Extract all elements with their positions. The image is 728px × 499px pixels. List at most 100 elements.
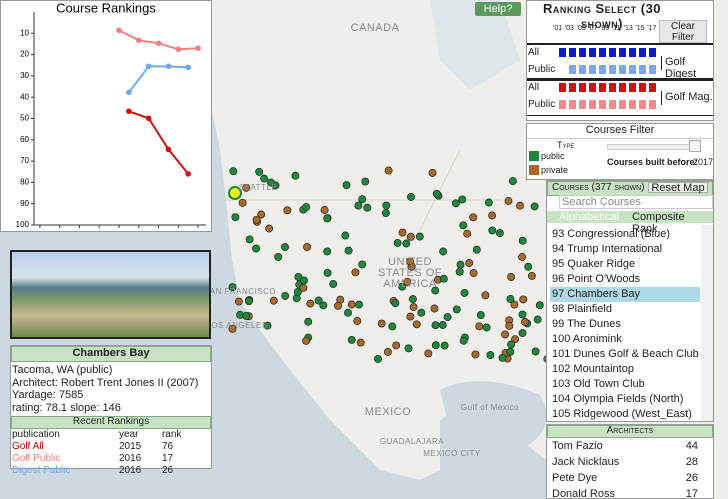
course-dot[interactable] (506, 347, 515, 356)
course-dot[interactable] (303, 242, 312, 251)
ranking-toggle[interactable] (569, 65, 576, 74)
course-dot[interactable] (432, 189, 441, 198)
course-dot[interactable] (323, 268, 332, 277)
course-dot[interactable] (505, 321, 514, 330)
architect-item[interactable]: Jack Nicklaus 28 (550, 454, 698, 470)
ranking-toggle[interactable] (609, 48, 616, 57)
course-dot[interactable] (469, 269, 478, 278)
course-item[interactable]: 94 Trump International (552, 243, 663, 255)
course-dot[interactable] (533, 315, 542, 324)
course-dot[interactable] (257, 210, 266, 219)
course-dot[interactable] (488, 211, 497, 220)
year-slider[interactable] (607, 144, 699, 150)
course-item[interactable]: 103 Old Town Club (552, 378, 645, 390)
course-dot[interactable] (381, 209, 390, 218)
ranking-toggle[interactable] (599, 83, 606, 92)
course-dot[interactable] (524, 262, 533, 271)
course-item[interactable]: 93 Congressional (Blue) (552, 228, 671, 240)
course-dot[interactable] (384, 166, 393, 175)
course-dot[interactable] (518, 310, 527, 319)
course-dot[interactable] (465, 259, 474, 267)
ranking-toggle[interactable] (589, 65, 596, 74)
selected-course-dot[interactable] (228, 186, 242, 200)
course-dot[interactable] (455, 267, 464, 276)
course-dot[interactable] (229, 167, 238, 176)
course-dot[interactable] (452, 305, 461, 314)
course-dot[interactable] (374, 354, 382, 363)
ranking-toggle[interactable] (559, 48, 566, 57)
course-dot[interactable] (412, 320, 421, 329)
course-dot[interactable] (269, 296, 278, 305)
course-dot[interactable] (323, 247, 332, 256)
ranking-toggle[interactable] (579, 48, 586, 57)
course-dot[interactable] (482, 323, 491, 332)
course-dot[interactable] (498, 353, 507, 362)
course-item[interactable]: 102 Mountaintop (552, 363, 634, 375)
ranking-toggle[interactable] (609, 100, 616, 109)
ranking-toggle[interactable] (649, 83, 656, 92)
course-item[interactable]: 95 Quaker Ridge (552, 258, 636, 270)
ranking-toggle[interactable] (559, 83, 566, 92)
ranking-toggle[interactable] (619, 48, 626, 57)
sort-composite[interactable]: Composite Rank (632, 211, 685, 235)
course-dot[interactable] (459, 336, 468, 345)
course-dot[interactable] (451, 199, 460, 208)
ranking-toggle[interactable] (579, 100, 586, 109)
search-input[interactable]: Search Courses (559, 195, 713, 209)
course-dot[interactable] (363, 203, 372, 212)
ranking-toggle[interactable] (629, 48, 636, 57)
course-dot[interactable] (508, 177, 517, 186)
course-dot[interactable] (440, 341, 449, 350)
course-dot[interactable] (263, 321, 272, 330)
course-dot[interactable] (267, 178, 275, 187)
course-dot[interactable] (283, 206, 292, 215)
ranking-toggle[interactable] (589, 48, 596, 57)
ranking-toggle[interactable] (569, 100, 576, 109)
course-dot[interactable] (402, 239, 411, 248)
course-dot[interactable] (281, 243, 289, 252)
ranking-toggle[interactable] (599, 48, 606, 57)
course-dot[interactable] (484, 198, 493, 207)
course-dot[interactable] (504, 197, 513, 205)
course-dot[interactable] (260, 174, 269, 183)
course-dot[interactable] (456, 260, 465, 269)
course-dot[interactable] (518, 329, 527, 338)
course-dot[interactable] (406, 312, 415, 321)
course-dot[interactable] (341, 231, 350, 240)
clear-filter-button[interactable]: Clear Filter (659, 20, 707, 43)
ranking-toggle[interactable] (649, 48, 656, 57)
ranking-toggle[interactable] (599, 100, 606, 109)
reset-map-button[interactable]: Reset Map (648, 182, 708, 194)
ranking-toggle[interactable] (609, 83, 616, 92)
private-swatch[interactable] (529, 165, 539, 175)
course-item[interactable]: 97 Chambers Bay (550, 287, 700, 302)
public-swatch[interactable] (529, 151, 539, 161)
scrollbar[interactable] (701, 225, 713, 421)
ranking-toggle[interactable] (569, 48, 576, 57)
ranking-toggle[interactable] (619, 100, 626, 109)
course-dot[interactable] (488, 226, 497, 235)
ranking-toggle[interactable] (629, 65, 636, 74)
course-dot[interactable] (439, 247, 448, 256)
course-dot[interactable] (398, 228, 407, 237)
course-dot[interactable] (347, 335, 356, 344)
ranking-toggle[interactable] (579, 65, 586, 74)
course-item[interactable]: 99 The Dunes (552, 318, 621, 330)
course-dot[interactable] (398, 282, 407, 291)
course-dot[interactable] (406, 257, 414, 266)
course-dot[interactable] (431, 321, 440, 330)
course-item[interactable]: 100 Aronimink (552, 333, 622, 345)
ranking-toggle[interactable] (569, 83, 576, 92)
help-button[interactable]: Help? (475, 2, 521, 16)
course-dot[interactable] (428, 169, 437, 177)
course-dot[interactable] (507, 273, 516, 281)
course-dot[interactable] (329, 280, 338, 288)
course-dot[interactable] (486, 351, 495, 360)
ranking-toggle[interactable] (609, 65, 616, 74)
course-dot[interactable] (228, 324, 237, 333)
course-dot[interactable] (460, 288, 469, 297)
course-dot[interactable] (507, 340, 516, 349)
course-dot[interactable] (438, 321, 447, 329)
course-dot[interactable] (535, 301, 544, 310)
course-dot[interactable] (407, 192, 415, 201)
